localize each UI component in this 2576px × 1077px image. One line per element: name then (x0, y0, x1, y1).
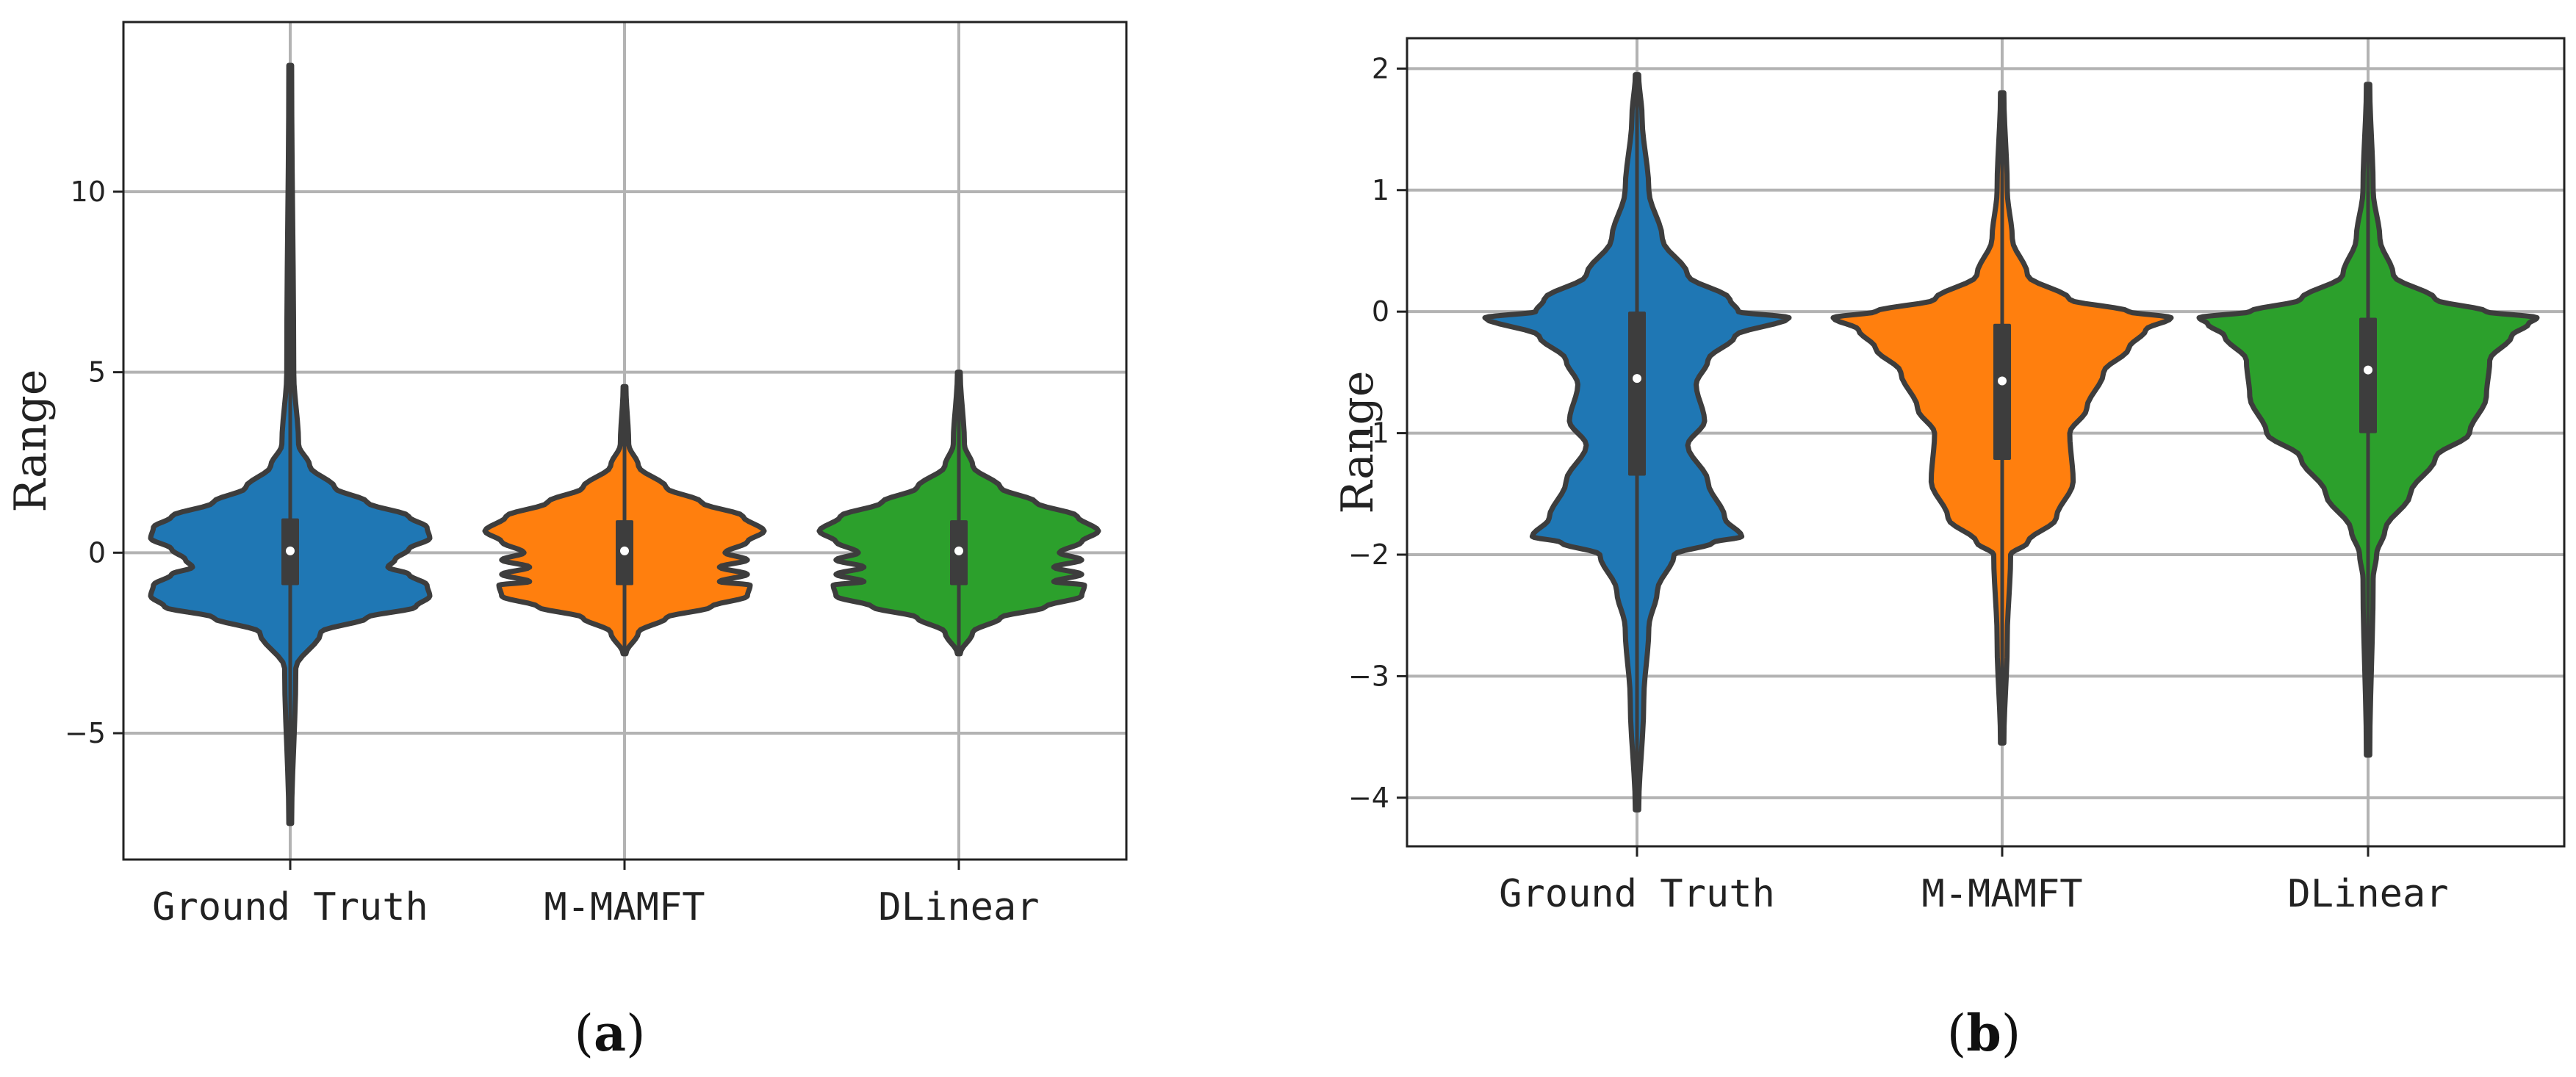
y-tick-label: −4 (1348, 782, 1389, 814)
x-tick-label: DLinear (878, 885, 1039, 929)
chart-b-y-axis-title: Range (1332, 371, 1384, 514)
chart-b-panel-open-paren: ( (1947, 1005, 1967, 1063)
y-tick-label: 0 (88, 536, 106, 569)
chart-b-panel-close-paren: ) (2001, 1005, 2021, 1063)
chart-b-violins (1482, 72, 2540, 813)
violin-median-marker (1998, 376, 2007, 386)
x-tick-label: Ground Truth (1499, 872, 1775, 916)
chart-b-x-ticks: Ground Truth M-MAMFT DLinear (1499, 846, 2449, 916)
chart-a-panel-close-paren: ) (626, 1005, 646, 1063)
chart-b-frame (1406, 37, 2566, 848)
violin-median-marker (1633, 374, 1641, 383)
y-tick-label: −2 (1348, 538, 1389, 571)
violin-iqr-box (1993, 323, 2011, 460)
y-tick-label: 5 (88, 356, 106, 389)
y-tick-label: 1 (1372, 174, 1389, 206)
chart-a-x-ticks: Ground Truth M-MAMFT DLinear (152, 860, 1040, 929)
violin-iqr-box (2359, 317, 2377, 433)
x-tick-label: Ground Truth (152, 885, 428, 929)
y-tick-label: −5 (65, 717, 106, 749)
chart-a-violins (148, 62, 1101, 826)
chart-b-panel-label: (b) (1947, 1004, 2021, 1063)
y-tick-label: 0 (1372, 295, 1389, 328)
violin-median-marker (954, 546, 963, 555)
chart-a-panel-open-paren: ( (574, 1005, 594, 1063)
chart-b: −4 −3 −2 −1 0 1 2 Ground Truth M-MAMFT DLinear R… (1332, 37, 2566, 1063)
y-tick-label: 2 (1372, 52, 1389, 84)
violin-median-marker (2364, 365, 2372, 375)
violin-iqr-box (1628, 311, 1646, 476)
y-tick-label: −1 (1348, 417, 1389, 450)
x-tick-label: M-MAMFT (1921, 872, 2082, 916)
violin-median-marker (620, 546, 629, 555)
chart-a-y-axis-title: Range (5, 370, 57, 513)
x-tick-label: DLinear (2287, 872, 2448, 916)
y-tick-label: 10 (71, 176, 106, 208)
x-tick-label: M-MAMFT (544, 885, 705, 929)
violin-median-marker (286, 546, 295, 555)
chart-b-y-ticks: −4 −3 −2 −1 0 1 2 (1348, 52, 1407, 814)
chart-a-y-ticks: −5 0 5 10 (65, 176, 123, 749)
chart-b-panel-letter: b (1966, 1004, 2001, 1063)
y-tick-label: −3 (1348, 660, 1389, 692)
chart-a-panel-letter: a (594, 1004, 626, 1063)
chart-a-panel-label: (a) (574, 1004, 645, 1063)
